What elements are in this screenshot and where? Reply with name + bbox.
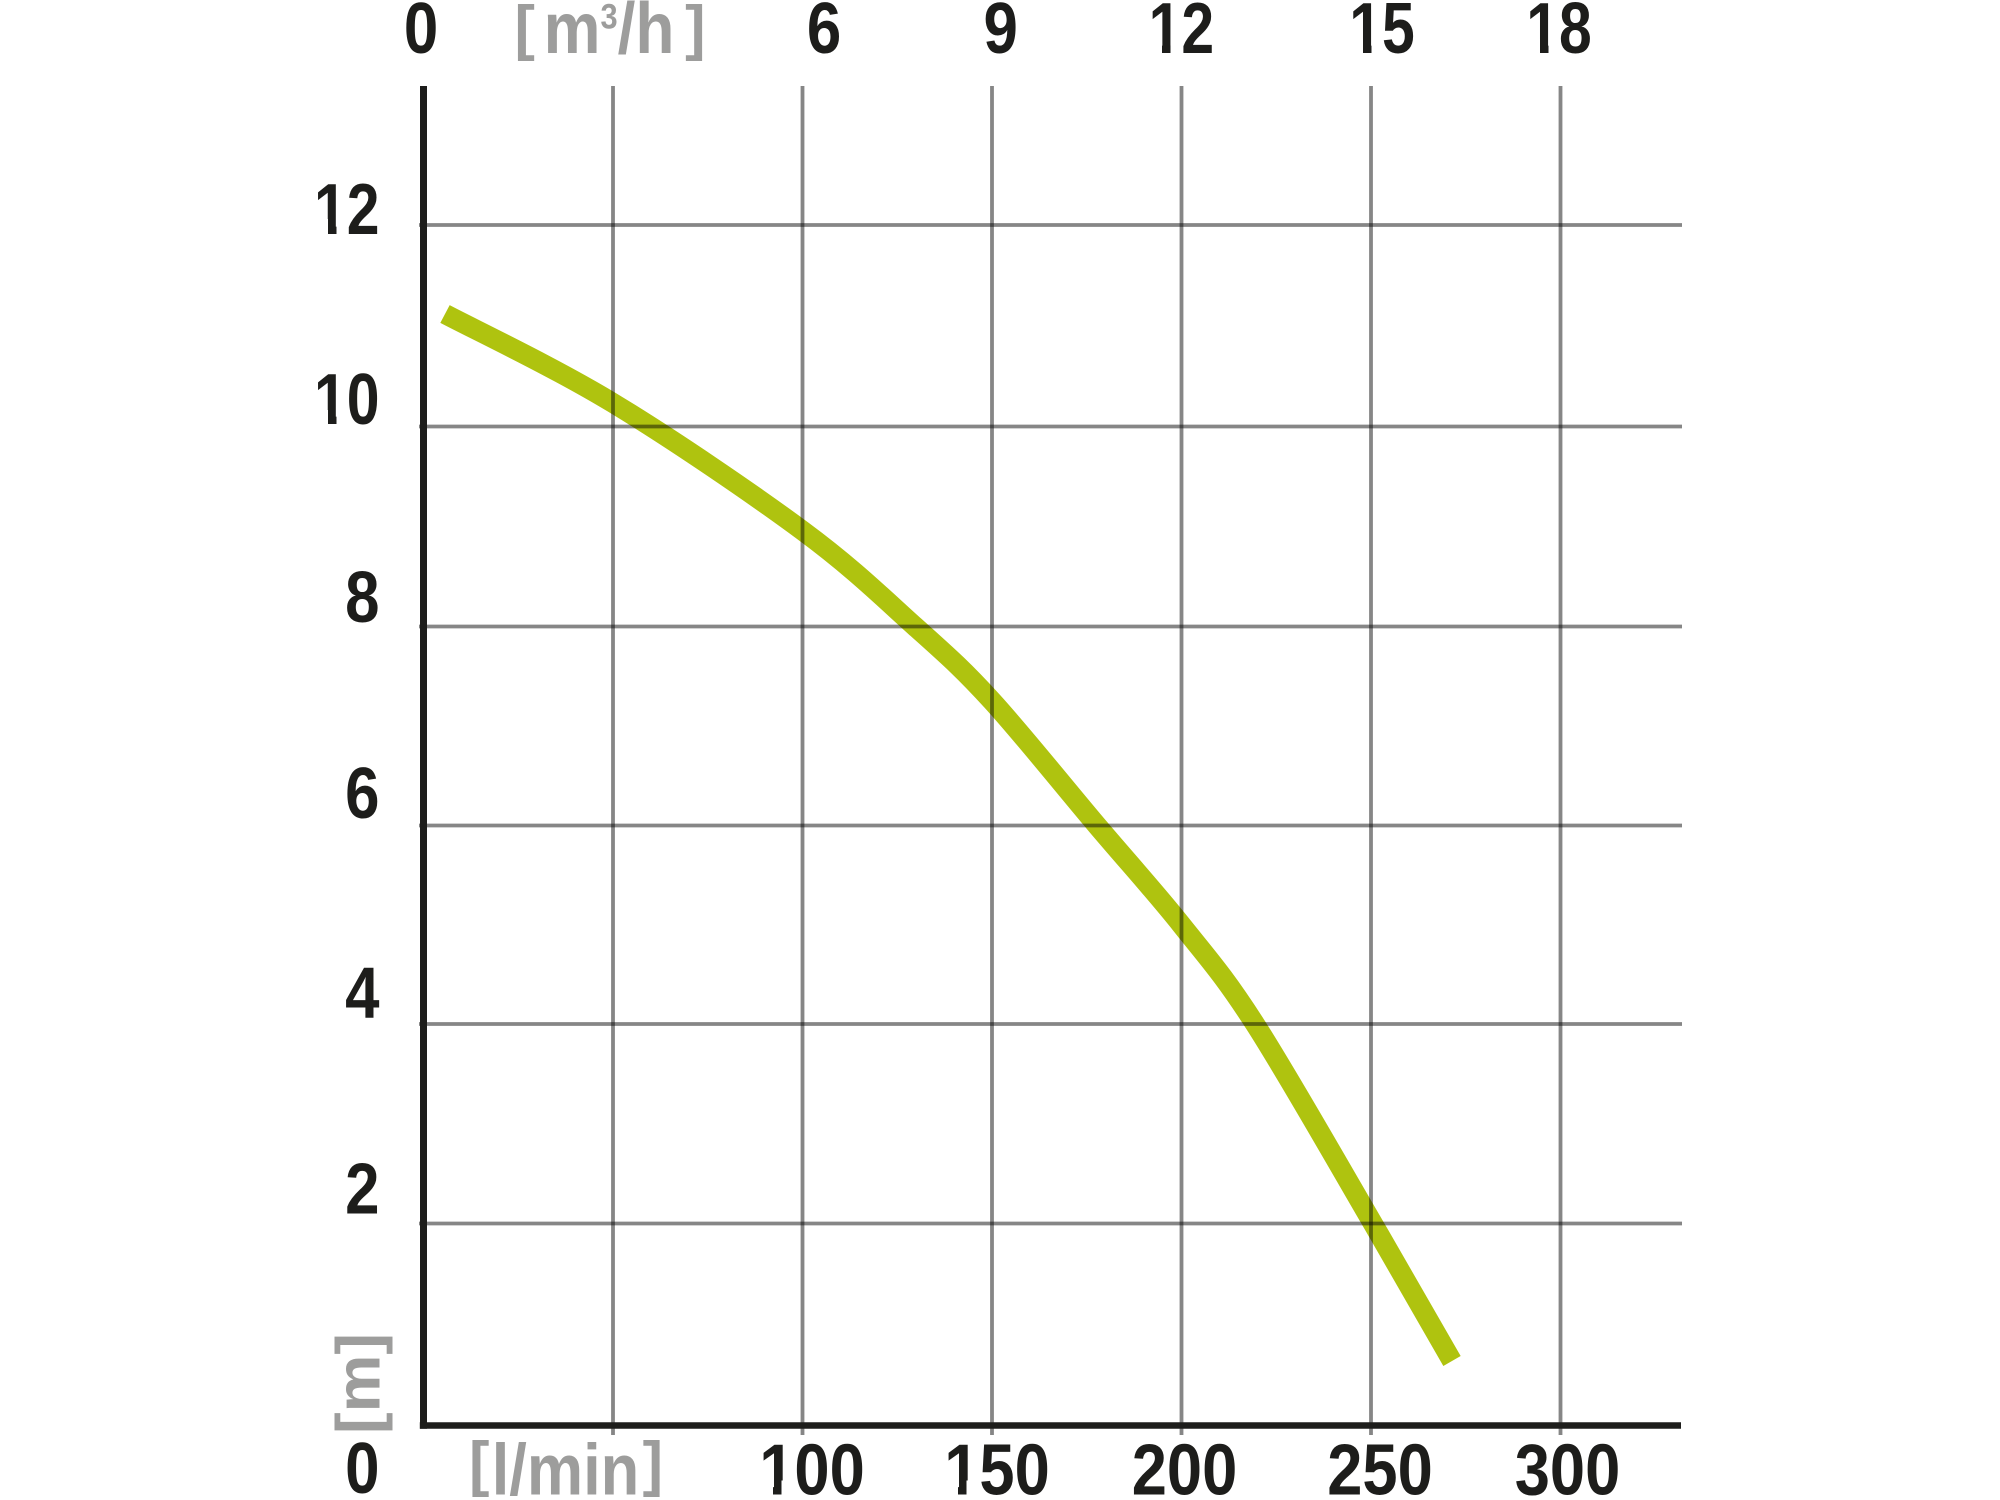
svg-text:8: 8 [345,557,379,638]
svg-text:100: 100 [759,1429,865,1500]
svg-text:[: [ [515,0,535,61]
svg-text:l/min: l/min [492,1429,640,1500]
svg-text:6: 6 [345,753,379,834]
svg-text:150: 150 [944,1429,1050,1500]
svg-text:15: 15 [1349,0,1414,69]
svg-text:0: 0 [345,1428,379,1500]
svg-text:250: 250 [1327,1429,1433,1500]
svg-text:2: 2 [345,1149,379,1230]
svg-text:0: 0 [404,0,438,69]
svg-text:]: ] [685,0,705,61]
svg-text:m3/h: m3/h [544,0,675,69]
svg-text:4: 4 [345,953,380,1034]
svg-text:9: 9 [984,0,1018,69]
svg-text:300: 300 [1515,1429,1621,1500]
svg-text:6: 6 [807,0,841,69]
svg-text:12: 12 [1149,0,1214,69]
svg-text:200: 200 [1132,1429,1238,1500]
svg-text:10: 10 [314,359,379,440]
svg-text:[m]: [m] [325,1333,393,1434]
svg-text:18: 18 [1526,0,1591,69]
svg-text:[: [ [469,1429,489,1497]
svg-text:12: 12 [314,169,379,250]
svg-text:]: ] [643,1429,663,1497]
